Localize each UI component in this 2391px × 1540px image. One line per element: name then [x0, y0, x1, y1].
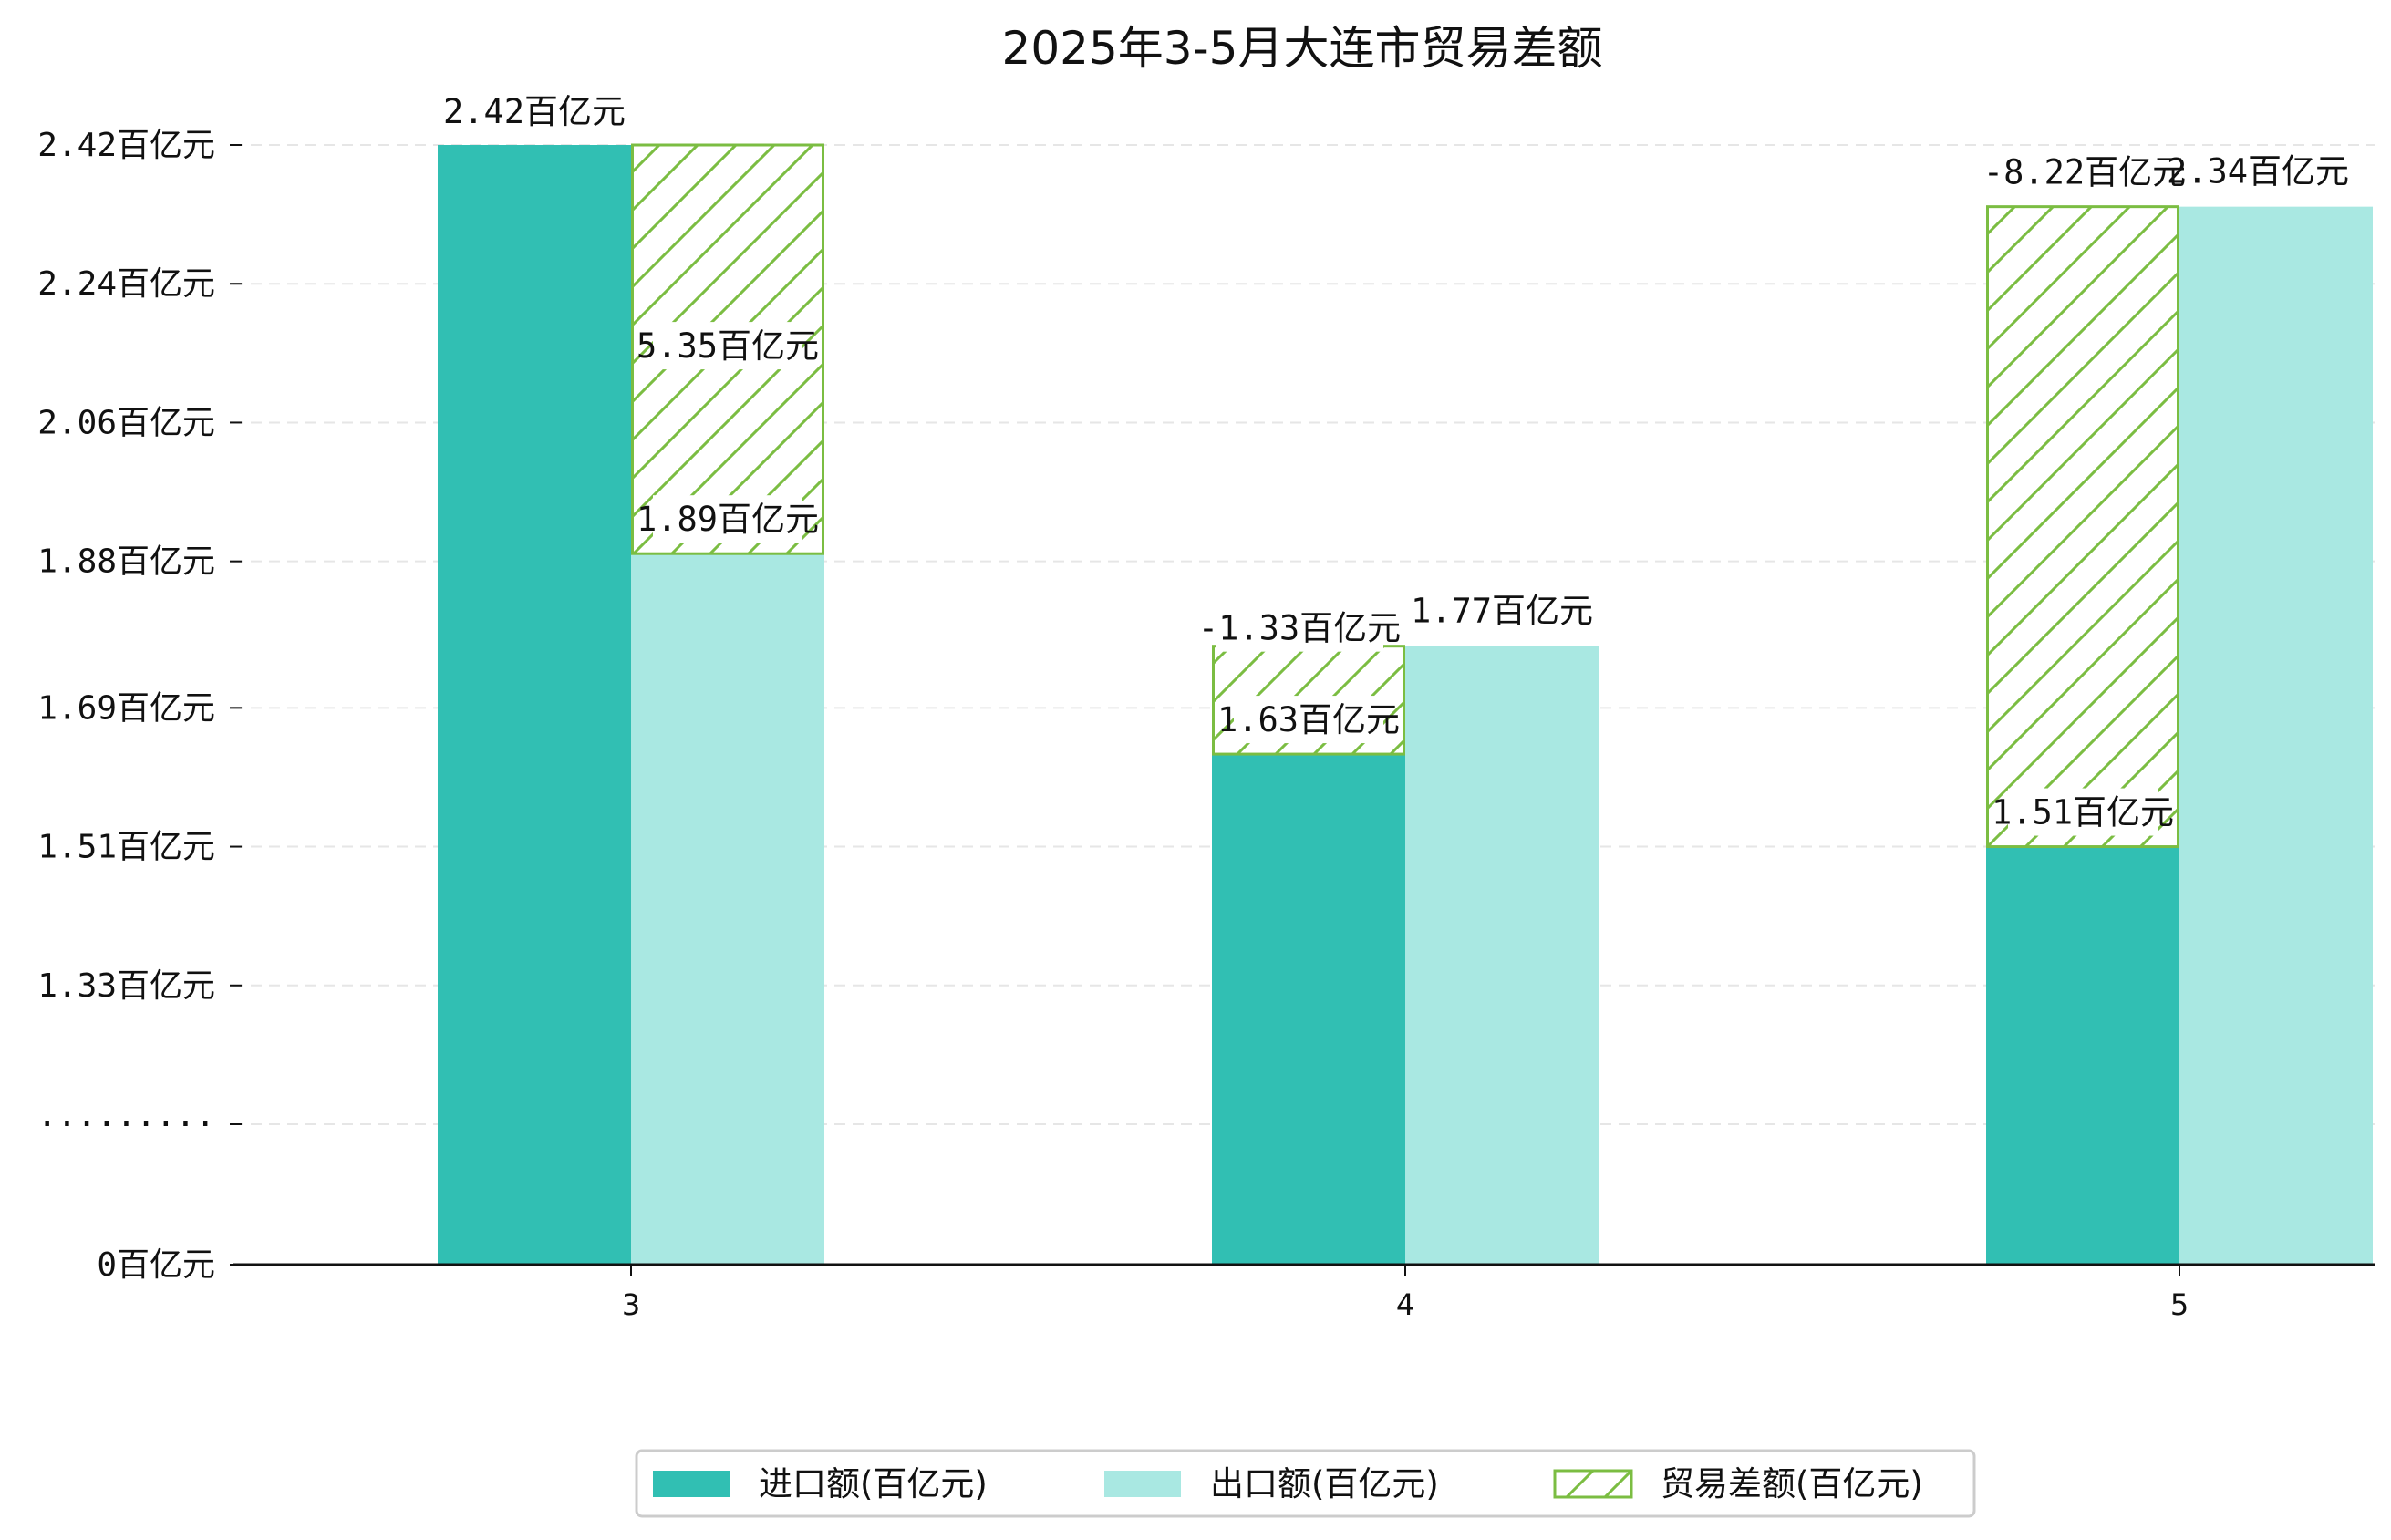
data-label-box: [1427, 586, 1577, 635]
export-bar: [2179, 206, 2373, 1265]
x-tick-label: 4: [1396, 1287, 1414, 1322]
y-tick-label: 2.24百亿元: [37, 265, 215, 303]
y-tick-label: 1.51百亿元: [37, 829, 215, 866]
data-label-box: [653, 322, 802, 370]
y-tick-label: 1.33百亿元: [37, 967, 215, 1005]
legend-label: 贸易差额(百亿元): [1661, 1464, 1923, 1504]
y-tick-label: 2.42百亿元: [37, 127, 215, 164]
legend: 进口额(百亿元) 出口额(百亿元) 贸易差额(百亿元): [635, 1449, 1976, 1518]
balance-bar: [1986, 205, 2179, 849]
y-tick-label: ·········: [37, 1106, 215, 1143]
data-label-box: [2183, 147, 2333, 195]
data-label-box: [2008, 788, 2158, 836]
data-label: 1.63百亿元: [1217, 700, 1400, 739]
y-tick-label: 1.69百亿元: [37, 689, 215, 727]
data-label-box: [653, 495, 802, 543]
data-label: 5.35百亿元: [637, 326, 819, 366]
y-axis: 0百亿元 ········· 1.33百亿元 1.51百亿元 1.69百亿元 1.88百亿…: [37, 127, 242, 1284]
y-tick-label: 2.06百亿元: [37, 404, 215, 441]
legend-box: [635, 1449, 1976, 1518]
chart-title: 2025年3-5月大连市贸易差额: [1002, 22, 1603, 75]
y-tick-label: 0百亿元: [97, 1246, 215, 1284]
import-bar: [1212, 754, 1405, 1265]
data-label: 1.51百亿元: [1992, 793, 2174, 832]
legend-swatch: [1553, 1469, 1633, 1499]
import-bar: [1986, 846, 2179, 1265]
data-label: 2.42百亿元: [443, 92, 626, 131]
data-label: -1.33百亿元: [1198, 609, 1401, 648]
y-tick-label: 1.88百亿元: [37, 543, 215, 581]
x-tick-label: 3: [622, 1287, 640, 1322]
x-axis: 3 4 5: [233, 1263, 2375, 1322]
import-bar: [438, 145, 631, 1265]
data-label: 1.89百亿元: [637, 500, 819, 539]
export-bar: [631, 553, 824, 1265]
data-label-box: [1216, 604, 1383, 652]
data-label: 1.77百亿元: [1411, 592, 1593, 631]
data-label: -8.22百亿元: [1983, 153, 2186, 192]
data-label: 2.34百亿元: [2167, 152, 2349, 191]
legend-swatch: [1104, 1471, 1181, 1497]
bars: [438, 143, 2373, 1265]
data-label-box: [2001, 148, 2168, 196]
legend-swatch: [653, 1471, 730, 1497]
legend-label: 进口额(百亿元): [759, 1464, 988, 1504]
x-tick-label: 5: [2170, 1287, 2189, 1322]
legend-label: 出口额(百亿元): [1210, 1464, 1439, 1504]
data-labels: 2.42百亿元 1.89百亿元 5.35百亿元 1.63百亿元 1.77百亿元 -1.33…: [443, 92, 2349, 836]
export-bar: [1405, 646, 1599, 1265]
data-label-box: [1234, 696, 1383, 744]
